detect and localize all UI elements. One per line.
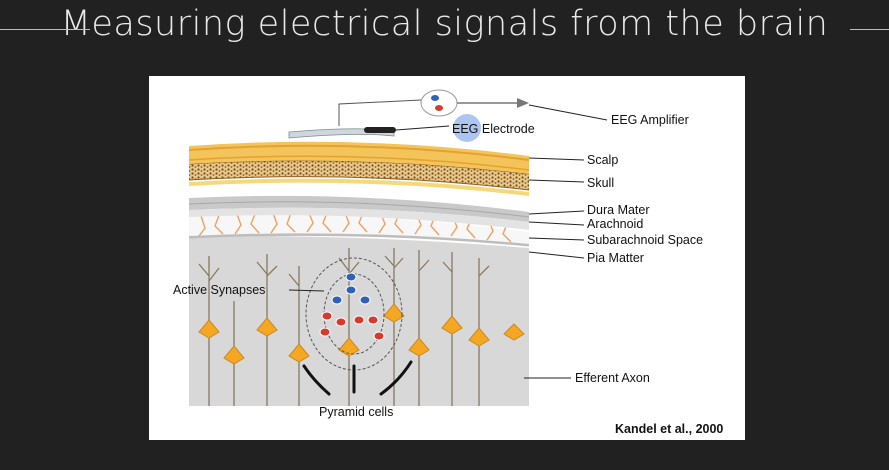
label-eeg-amplifier: EEG Amplifier xyxy=(611,113,689,127)
label-efferent-axon: Efferent Axon xyxy=(575,371,650,385)
brain-layers-diagram: EEG Amplifier EEG Electrode Scalp Skull … xyxy=(173,89,723,436)
cursor-highlight xyxy=(453,114,481,142)
label-subarachnoid-space: Subarachnoid Space xyxy=(587,233,703,247)
subarachnoid-band xyxy=(189,214,529,244)
slide-title: Measuring electrical signals from the br… xyxy=(60,4,829,44)
skull-layer xyxy=(189,160,529,190)
arachnoid-layer xyxy=(189,207,529,230)
brain-layers-figure: EEG Amplifier EEG Electrode Scalp Skull … xyxy=(149,76,745,440)
dura-mater-layer xyxy=(189,195,529,222)
positive-ions xyxy=(319,311,385,341)
scalp-layer xyxy=(189,141,529,174)
title-rule-left xyxy=(0,29,90,30)
title-rule-right xyxy=(850,29,889,30)
eeg-amplifier xyxy=(420,89,529,117)
pyramid-pointers xyxy=(302,360,413,396)
label-pyramid-cells: Pyramid cells xyxy=(319,405,393,419)
pia-layer xyxy=(188,230,530,247)
label-pia-matter: Pia Matter xyxy=(587,251,644,265)
label-arachnoid: Arachnoid xyxy=(587,217,643,231)
label-scalp: Scalp xyxy=(587,153,618,167)
negative-ions xyxy=(331,272,371,305)
label-skull: Skull xyxy=(587,176,614,190)
label-active-synapses: Active Synapses xyxy=(173,283,265,297)
label-eeg-electrode: EEG Electrode xyxy=(452,122,535,136)
label-dura-mater: Dura Mater xyxy=(587,203,650,217)
pyramid-cells xyxy=(198,248,525,406)
eeg-electrode xyxy=(288,99,422,139)
figure-credit: Kandel et al., 2000 xyxy=(615,422,723,436)
leader-lines xyxy=(288,104,608,379)
